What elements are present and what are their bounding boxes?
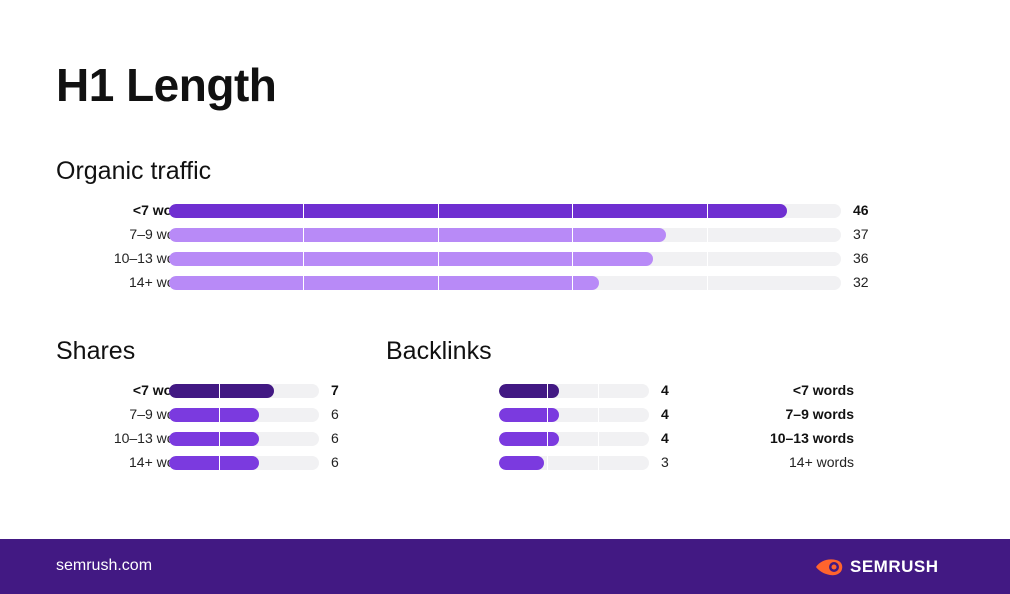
gridline bbox=[218, 456, 220, 470]
value-label: 4 bbox=[661, 406, 669, 422]
bar-track bbox=[169, 276, 841, 290]
shares-title: Shares bbox=[56, 337, 136, 365]
gridline bbox=[598, 384, 599, 398]
value-label: 37 bbox=[853, 226, 869, 242]
category-label: 14+ words bbox=[789, 454, 854, 470]
footer-bar: semrush.com SEMRUSH bbox=[0, 539, 1010, 594]
gridline bbox=[572, 228, 574, 242]
bar-track bbox=[169, 432, 319, 446]
value-label: 6 bbox=[331, 454, 339, 470]
bar-track bbox=[169, 456, 319, 470]
bar bbox=[499, 432, 559, 446]
gridline bbox=[437, 204, 439, 218]
gridline bbox=[303, 252, 305, 266]
value-label: 6 bbox=[331, 430, 339, 446]
gridline bbox=[572, 276, 574, 290]
bar bbox=[169, 408, 259, 422]
gridline bbox=[598, 456, 599, 470]
gridline bbox=[572, 204, 574, 218]
gridline bbox=[706, 204, 708, 218]
bar-track bbox=[169, 228, 841, 242]
bar-track bbox=[499, 384, 649, 398]
gridline bbox=[598, 408, 599, 422]
gridline bbox=[437, 276, 439, 290]
gridline bbox=[598, 432, 599, 446]
semrush-flame-icon bbox=[816, 559, 843, 576]
footer-site-link[interactable]: semrush.com bbox=[56, 557, 153, 574]
bar bbox=[169, 384, 274, 398]
gridline bbox=[547, 408, 548, 422]
value-label: 4 bbox=[661, 430, 669, 446]
category-label: 10–13 words bbox=[769, 430, 854, 446]
bar bbox=[499, 384, 559, 398]
bar bbox=[169, 228, 667, 242]
bar bbox=[169, 252, 653, 266]
gridline bbox=[547, 456, 548, 470]
bar-track bbox=[499, 456, 649, 470]
gridline bbox=[218, 408, 220, 422]
gridline bbox=[303, 204, 305, 218]
backlinks-title: Backlinks bbox=[386, 337, 492, 365]
gridline bbox=[218, 384, 220, 398]
bar bbox=[499, 456, 544, 470]
bar-track bbox=[169, 408, 319, 422]
gridline bbox=[547, 384, 548, 398]
organic-traffic-title: Organic traffic bbox=[56, 157, 212, 185]
gridline bbox=[218, 432, 220, 446]
page-title: H1 Length bbox=[56, 59, 277, 111]
gridline bbox=[547, 432, 548, 446]
value-label: 4 bbox=[661, 382, 669, 398]
gridline bbox=[437, 252, 439, 266]
gridline bbox=[706, 228, 708, 242]
category-label: 7–9 words bbox=[785, 406, 854, 422]
bar-track bbox=[169, 252, 841, 266]
gridline bbox=[706, 252, 708, 266]
bar-track bbox=[499, 432, 649, 446]
bar-track bbox=[169, 204, 841, 218]
value-label: 3 bbox=[661, 454, 669, 470]
bar bbox=[169, 276, 600, 290]
value-label: 36 bbox=[853, 250, 869, 266]
gridline bbox=[303, 276, 305, 290]
value-label: 46 bbox=[853, 202, 869, 218]
semrush-logo-text: SEMRUSH bbox=[850, 557, 939, 576]
gridline bbox=[303, 228, 305, 242]
bar-track bbox=[169, 384, 319, 398]
gridline bbox=[706, 276, 708, 290]
value-label: 32 bbox=[853, 274, 869, 290]
gridline bbox=[572, 252, 574, 266]
bar bbox=[169, 432, 259, 446]
value-label: 6 bbox=[331, 406, 339, 422]
bar-track bbox=[499, 408, 649, 422]
semrush-logo: SEMRUSH bbox=[814, 556, 939, 578]
bar bbox=[169, 456, 259, 470]
bar bbox=[169, 204, 788, 218]
gridline bbox=[437, 228, 439, 242]
bar bbox=[499, 408, 559, 422]
category-label: <7 words bbox=[792, 382, 854, 398]
value-label: 7 bbox=[331, 382, 339, 398]
